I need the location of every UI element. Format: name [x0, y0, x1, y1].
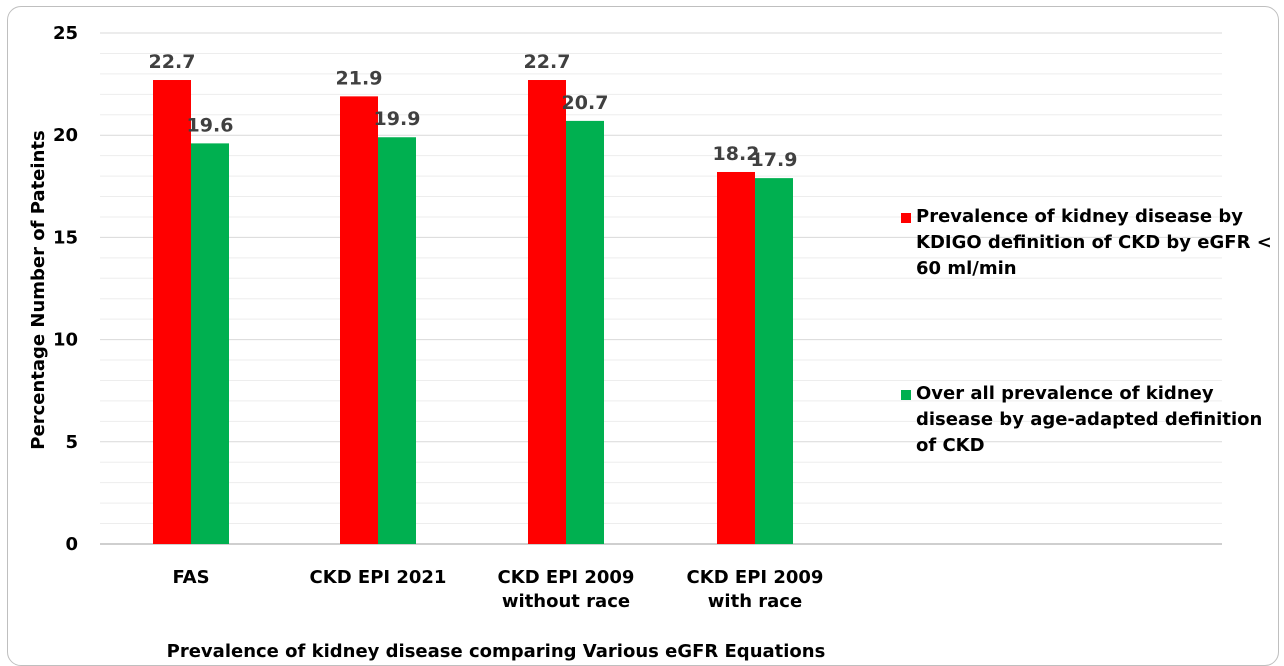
- gridlines: [100, 32, 1222, 545]
- bar-series-1: [340, 96, 378, 544]
- x-axis-title: Prevalence of kidney disease comparing V…: [167, 641, 826, 661]
- bar-series-1: [153, 80, 191, 545]
- x-category-label: FAS: [172, 567, 209, 588]
- data-label: 20.7: [562, 92, 609, 114]
- bar-series-1: [528, 80, 566, 545]
- legend-entry-text: Prevalence of kidney disease by: [916, 206, 1243, 227]
- x-category-label: without race: [502, 591, 630, 612]
- y-tick-label: 25: [53, 23, 78, 44]
- bar-series-2: [566, 120, 604, 544]
- y-axis-ticks: 0 5 10 15 20 25: [53, 23, 78, 555]
- bar-series-2: [755, 178, 793, 544]
- legend-entry-text: KDIGO definition of CKD by eGFR <: [916, 232, 1272, 253]
- legend-entry-text: disease by age-adapted definition: [916, 409, 1262, 430]
- data-label: 19.6: [187, 114, 234, 136]
- y-axis-title: Percentage Number of Pateints: [28, 130, 49, 449]
- x-category-label: with race: [708, 591, 802, 612]
- legend-entry-text: Over all prevalence of kidney: [916, 383, 1214, 404]
- bar-series-2: [378, 137, 416, 544]
- data-label: 22.7: [149, 51, 196, 73]
- x-category-label: CKD EPI 2009: [687, 567, 824, 588]
- legend-entry-text: 60 ml/min: [916, 258, 1017, 279]
- bar-series-1: [717, 171, 755, 544]
- y-tick-label: 0: [65, 534, 78, 555]
- data-labels: 22.7 19.6 21.9 19.9 22.7 20.7 18.217.9: [149, 51, 798, 171]
- x-category-label: CKD EPI 2021: [310, 567, 447, 588]
- y-tick-label: 20: [53, 125, 78, 146]
- data-label: 17.9: [751, 149, 798, 171]
- x-category-label: CKD EPI 2009: [498, 567, 635, 588]
- bar-series-2: [191, 143, 229, 544]
- legend: Prevalence of kidney disease by KDIGO def…: [901, 206, 1272, 456]
- legend-swatch: [901, 390, 911, 400]
- data-label: 22.7: [524, 51, 571, 73]
- legend-entry-text: of CKD: [916, 435, 985, 456]
- x-axis-categories: FAS CKD EPI 2021 CKD EPI 2009 without race C…: [172, 567, 823, 612]
- y-tick-label: 15: [53, 227, 78, 248]
- y-tick-label: 10: [53, 330, 78, 351]
- data-label: 21.9: [336, 67, 383, 89]
- legend-swatch: [901, 213, 911, 223]
- data-label: 19.9: [374, 108, 421, 130]
- y-tick-label: 5: [65, 432, 78, 453]
- data-label: 18.2: [713, 143, 760, 165]
- bars: [153, 80, 793, 545]
